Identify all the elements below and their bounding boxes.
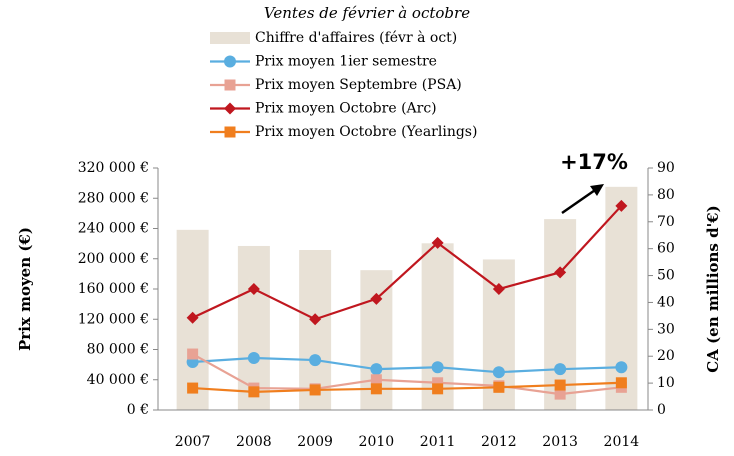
y-tick-label: 120 000 € bbox=[78, 311, 149, 327]
legend-label: Chiffre d'affaires (févr à oct) bbox=[255, 29, 457, 46]
point-marker bbox=[554, 379, 566, 391]
line bbox=[192, 205, 623, 321]
point-marker bbox=[431, 361, 444, 374]
y2-tick-label: 40 bbox=[657, 294, 675, 310]
line bbox=[192, 356, 622, 374]
annotation: +17% bbox=[560, 150, 628, 174]
point-marker bbox=[187, 348, 199, 360]
point-marker bbox=[431, 236, 444, 249]
legend-marker bbox=[224, 79, 236, 91]
point-marker bbox=[615, 199, 628, 212]
y-tick-label: 0 € bbox=[127, 402, 149, 418]
legend-label: Prix moyen Septembre (PSA) bbox=[255, 77, 462, 93]
annotation-arrow bbox=[561, 186, 599, 215]
legend-label: Prix moyen Octobre (Arc) bbox=[255, 101, 437, 117]
y2-tick-label: 20 bbox=[657, 348, 675, 364]
y2-axis-label: CA (en millions d'€) bbox=[704, 205, 722, 372]
y-tick-label: 320 000 € bbox=[78, 160, 149, 176]
x-tick-label: 2008 bbox=[236, 434, 272, 450]
point-marker bbox=[248, 386, 260, 398]
y2-tick-label: 30 bbox=[657, 321, 675, 337]
point-marker bbox=[370, 292, 383, 305]
chart-subtitle: Ventes de février à octobre bbox=[264, 4, 470, 22]
annotation-arrowhead bbox=[590, 184, 604, 196]
point-marker bbox=[432, 383, 444, 395]
x-tick-label: 2014 bbox=[604, 434, 640, 450]
point-marker bbox=[554, 388, 566, 400]
x-tick-label: 2009 bbox=[297, 434, 333, 450]
y-tick-label: 40 000 € bbox=[87, 372, 149, 388]
x-tick-label: 2011 bbox=[420, 434, 456, 450]
y2-tick-label: 60 bbox=[657, 241, 675, 257]
y-tick-label: 80 000 € bbox=[87, 342, 149, 358]
bar bbox=[544, 219, 577, 410]
point-marker bbox=[309, 354, 322, 367]
point-marker bbox=[370, 363, 383, 376]
y-axis-label: Prix moyen (€) bbox=[16, 227, 34, 351]
point-marker bbox=[186, 311, 199, 324]
point-marker bbox=[615, 361, 628, 374]
point-marker bbox=[432, 377, 444, 389]
y-tick-label: 280 000 € bbox=[78, 190, 149, 206]
line bbox=[192, 353, 622, 396]
x-tick-label: 2012 bbox=[481, 434, 517, 450]
point-marker bbox=[493, 381, 505, 393]
point-marker bbox=[615, 377, 627, 389]
x-tick-label: 2010 bbox=[359, 434, 395, 450]
point-marker bbox=[554, 266, 567, 279]
y-tick-label: 200 000 € bbox=[78, 251, 149, 267]
legend-label: Prix moyen Octobre (Yearlings) bbox=[255, 124, 477, 140]
y2-tick-label: 70 bbox=[657, 214, 675, 230]
point-marker bbox=[370, 374, 382, 386]
x-tick-label: 2007 bbox=[175, 434, 211, 450]
bar bbox=[605, 186, 638, 410]
legend-marker bbox=[224, 55, 236, 68]
y2-tick-label: 10 bbox=[657, 375, 675, 391]
point-marker bbox=[247, 283, 260, 295]
point-marker bbox=[554, 363, 567, 376]
point-marker bbox=[187, 382, 199, 394]
legend-marker bbox=[224, 126, 236, 138]
point-marker bbox=[247, 351, 260, 364]
point-marker bbox=[309, 384, 321, 396]
y-tick-label: 240 000 € bbox=[78, 221, 149, 237]
legend-marker bbox=[224, 102, 236, 115]
point-marker bbox=[370, 383, 382, 395]
legend-label: Prix moyen 1ier semestre bbox=[255, 54, 437, 70]
y-tick-label: 160 000 € bbox=[78, 281, 149, 297]
y2-tick-label: 90 bbox=[657, 160, 675, 176]
point-marker bbox=[492, 283, 505, 295]
y2-tick-label: 50 bbox=[657, 268, 675, 284]
point-marker bbox=[492, 366, 505, 379]
line bbox=[192, 381, 622, 393]
y2-tick-label: 80 bbox=[657, 187, 675, 203]
y2-tick-label: 0 bbox=[657, 402, 666, 418]
legend-swatch bbox=[210, 32, 250, 44]
x-tick-label: 2013 bbox=[542, 434, 578, 450]
point-marker bbox=[309, 313, 322, 326]
